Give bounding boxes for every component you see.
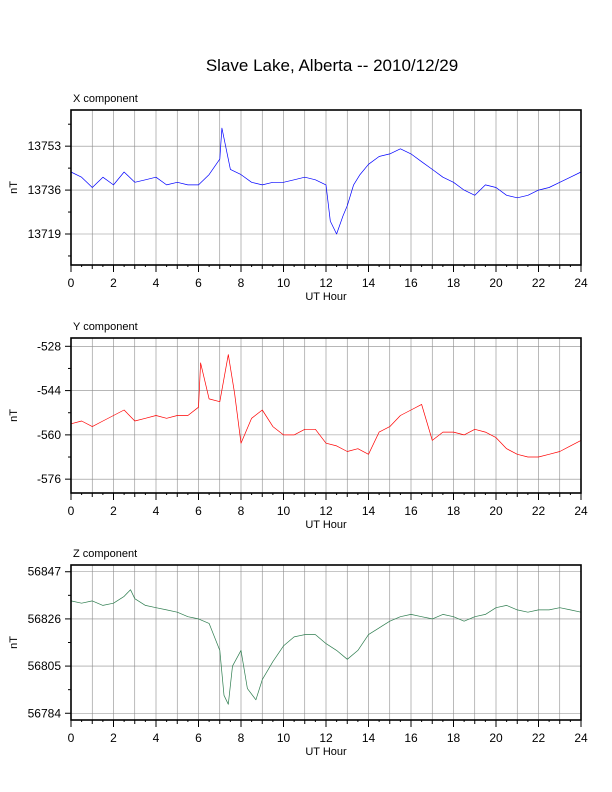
z-component-x-tick-label: 8: [238, 731, 245, 745]
z-component-x-tick-label: 0: [68, 731, 75, 745]
z-component-y-tick-label: 56805: [28, 659, 62, 673]
z-component-x-tick-label: 24: [574, 731, 588, 745]
y-component-y-tick-label: -544: [37, 384, 61, 398]
y-component-x-tick-label: 2: [110, 504, 117, 518]
z-component-x-tick-label: 20: [489, 731, 503, 745]
y-component-x-tick-label: 24: [574, 504, 588, 518]
y-component-x-tick-label: 6: [195, 504, 202, 518]
x-component-x-tick-label: 8: [238, 276, 245, 290]
x-component-x-tick-label: 14: [362, 276, 376, 290]
x-component-x-tick-label: 6: [195, 276, 202, 290]
x-component-y-tick-label: 13719: [28, 227, 62, 241]
x-component-frame: [70, 109, 582, 266]
x-component-y-tick-label: 13753: [28, 139, 62, 153]
z-component-x-tick-label: 18: [447, 731, 461, 745]
x-component-x-axis-title: UT Hour: [305, 291, 347, 303]
y-component-y-tick-label: -576: [37, 472, 61, 486]
x-component-y-axis-title: nT: [8, 181, 20, 194]
z-component-series-line: [70, 589, 582, 705]
z-component-x-axis-title: UT Hour: [305, 746, 347, 758]
z-component-y-tick-label: 56847: [28, 565, 62, 579]
x-component-title: X component: [73, 93, 138, 105]
y-component-x-tick-label: 16: [404, 504, 418, 518]
x-component-x-tick-label: 0: [68, 276, 75, 290]
y-component-y-axis-title: nT: [8, 409, 20, 422]
z-component-x-tick-label: 12: [319, 731, 333, 745]
x-component-x-tick-label: 2: [110, 276, 117, 290]
z-component-y-tick-label: 56826: [28, 612, 62, 626]
z-component-x-tick-label: 16: [404, 731, 418, 745]
x-component-x-tick-label: 4: [153, 276, 160, 290]
x-component-x-tick-label: 24: [574, 276, 588, 290]
y-component-x-tick-label: 18: [447, 504, 461, 518]
z-component-x-tick-label: 4: [153, 731, 160, 745]
y-component-x-tick-label: 12: [319, 504, 333, 518]
y-component-x-tick-label: 22: [532, 504, 546, 518]
y-component-y-tick-label: -560: [37, 428, 61, 442]
y-component-series-line: [70, 354, 582, 458]
z-component-x-tick-label: 10: [277, 731, 291, 745]
z-component-x-tick-label: 22: [532, 731, 546, 745]
z-component-x-tick-label: 6: [195, 731, 202, 745]
z-component-x-tick-label: 14: [362, 731, 376, 745]
page-title: Slave Lake, Alberta -- 2010/12/29: [205, 56, 459, 75]
x-component-x-tick-label: 10: [277, 276, 291, 290]
z-component-title: Z component: [73, 548, 137, 560]
z-component-x-tick-label: 2: [110, 731, 117, 745]
x-component-x-tick-label: 16: [404, 276, 418, 290]
y-component-title: Y component: [73, 321, 138, 333]
z-component-y-tick-label: 56784: [28, 706, 62, 720]
y-component-x-tick-label: 0: [68, 504, 75, 518]
y-component-x-tick-label: 10: [277, 504, 291, 518]
y-component-x-tick-label: 20: [489, 504, 503, 518]
y-component-x-tick-label: 4: [153, 504, 160, 518]
z-component-frame: [70, 564, 582, 721]
y-component-x-tick-label: 8: [238, 504, 245, 518]
x-component-series-line: [70, 127, 582, 235]
x-component-x-tick-label: 18: [447, 276, 461, 290]
y-component-y-tick-label: -528: [37, 339, 61, 353]
y-component-x-axis-title: UT Hour: [305, 519, 347, 531]
z-component-y-axis-title: nT: [8, 636, 20, 649]
x-component-y-tick-label: 13736: [28, 183, 62, 197]
x-component-x-tick-label: 22: [532, 276, 546, 290]
x-component-x-tick-label: 20: [489, 276, 503, 290]
y-component-x-tick-label: 14: [362, 504, 376, 518]
y-component-frame: [70, 337, 582, 494]
x-component-x-tick-label: 12: [319, 276, 333, 290]
